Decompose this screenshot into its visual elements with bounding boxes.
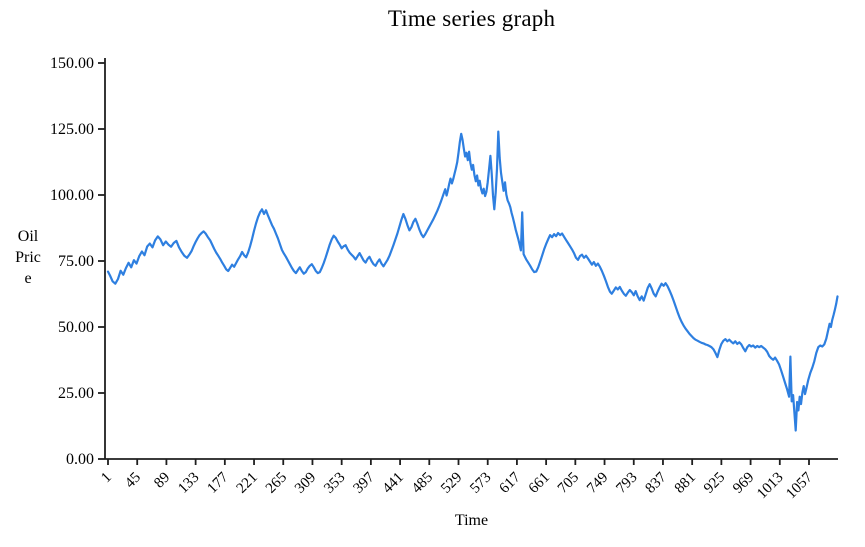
x-tick-label: 1057: [783, 469, 816, 502]
y-tick-label: 50.00: [58, 319, 94, 336]
x-tick-label: 221: [234, 470, 261, 497]
x-tick-label: 705: [555, 470, 582, 497]
x-tick-label: 1013: [754, 470, 787, 503]
x-tick-label: 1: [98, 470, 115, 487]
y-tick-label: 150.00: [50, 55, 94, 72]
x-tick-label: 485: [409, 470, 436, 497]
x-tick-label: 353: [321, 470, 348, 497]
x-tick-label: 441: [380, 470, 407, 497]
x-tick-label: 529: [438, 470, 465, 497]
x-tick-label: 617: [497, 469, 525, 497]
x-tick-label: 177: [204, 469, 232, 497]
y-tick-label: 0.00: [66, 451, 94, 468]
x-tick-label: 749: [584, 470, 611, 497]
y-tick-label: 125.00: [50, 121, 94, 138]
x-tick-label: 397: [350, 469, 378, 497]
y-tick-label: 75.00: [58, 253, 94, 270]
y-axis-title: Oil Pric e: [6, 226, 50, 289]
x-tick-label: 925: [701, 470, 728, 497]
x-tick-label: 969: [730, 470, 757, 497]
x-tick-label: 881: [672, 470, 699, 497]
price-line: [106, 130, 839, 432]
y-axis-title-line: Oil: [17, 228, 39, 245]
chart-title: Time series graph: [387, 6, 556, 31]
x-tick-label: 133: [175, 470, 202, 497]
x-tick-label: 45: [122, 470, 144, 492]
x-tick-label: 573: [467, 470, 494, 497]
x-tick-label: 661: [526, 470, 553, 497]
x-tick-label: 89: [151, 470, 173, 492]
x-axis-title: Time: [454, 512, 489, 529]
x-tick-label: 837: [643, 469, 671, 497]
x-tick-label: 309: [292, 470, 319, 497]
x-tick-label: 793: [613, 470, 640, 497]
x-tick-label: 265: [263, 470, 290, 497]
y-axis-title-line: Pric: [15, 249, 41, 266]
y-tick-label: 100.00: [50, 187, 94, 204]
y-tick-label: 25.00: [58, 385, 94, 402]
y-axis-title-line: e: [24, 270, 32, 287]
